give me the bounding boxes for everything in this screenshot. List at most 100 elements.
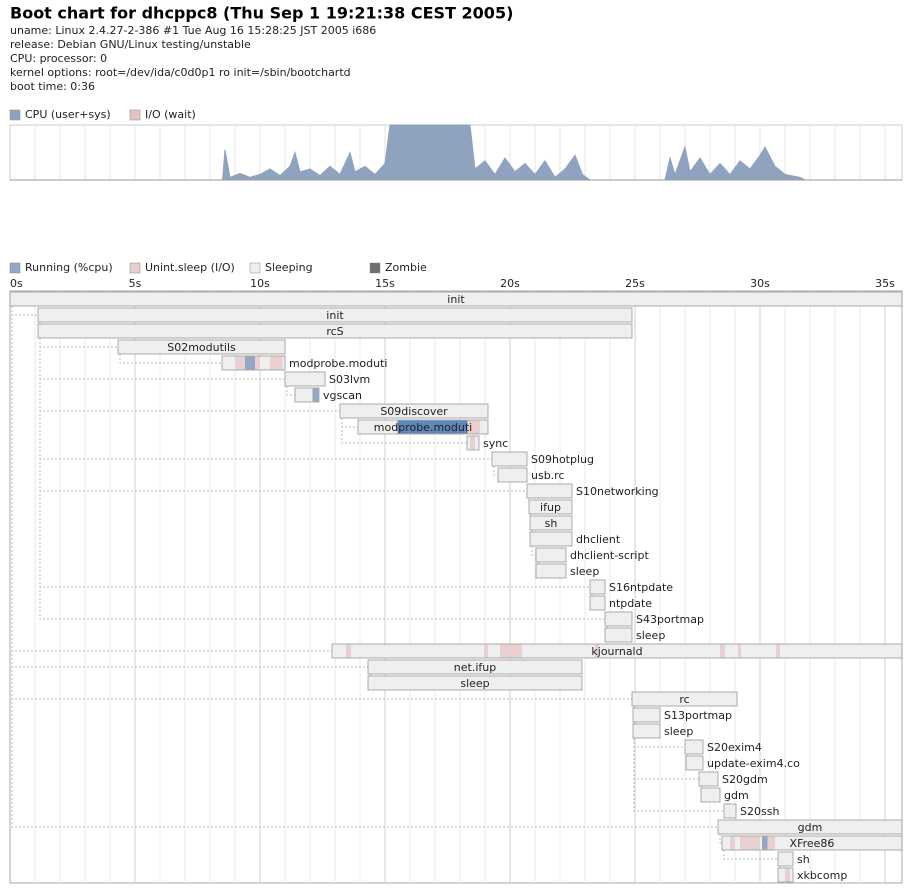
process-bar bbox=[723, 803, 737, 819]
process-bar bbox=[685, 755, 704, 771]
legend-label: Unint.sleep (I/O) bbox=[145, 261, 235, 274]
legend-label: Running (%cpu) bbox=[25, 261, 113, 274]
process-bar bbox=[535, 563, 567, 579]
process-label: sh bbox=[797, 853, 810, 866]
process-label: usb.rc bbox=[531, 469, 565, 482]
info-line: release: Debian GNU/Linux testing/unstab… bbox=[10, 38, 251, 51]
process-bar bbox=[526, 483, 573, 499]
io-segment bbox=[346, 644, 351, 658]
process-bar bbox=[631, 691, 738, 707]
legend-swatch bbox=[129, 262, 141, 274]
process-label: modprobe.moduti bbox=[289, 357, 387, 370]
process-label: dhclient bbox=[576, 533, 621, 546]
process-bar bbox=[37, 323, 633, 339]
io-segment bbox=[776, 644, 780, 658]
process-label: gdm bbox=[798, 821, 823, 834]
io-segment bbox=[235, 356, 245, 370]
process-bar bbox=[37, 307, 633, 323]
process-bar bbox=[604, 627, 633, 643]
running-segment bbox=[397, 420, 468, 434]
process-label: init bbox=[447, 293, 465, 306]
process-bar bbox=[717, 819, 903, 835]
process-bar bbox=[604, 611, 633, 627]
info-line: uname: Linux 2.4.27-2-386 #1 Tue Aug 16 … bbox=[10, 24, 376, 37]
process-label: S09discover bbox=[380, 405, 448, 418]
process-label: modprobe.moduti bbox=[374, 421, 472, 434]
parent-link bbox=[531, 546, 536, 556]
process-label: xkbcomp bbox=[797, 869, 847, 882]
process-bar bbox=[632, 707, 661, 723]
process-label: sleep bbox=[664, 725, 693, 738]
info-line: CPU: processor: 0 bbox=[10, 52, 107, 65]
info-line: kernel options: root=/dev/ida/c0d0p1 ro … bbox=[10, 66, 351, 79]
x-tick-label: 30s bbox=[750, 277, 770, 290]
process-bar bbox=[367, 659, 583, 675]
process-bar bbox=[698, 771, 719, 787]
process-bar bbox=[535, 547, 567, 563]
parent-link bbox=[493, 466, 498, 476]
parent-link bbox=[39, 338, 605, 620]
process-label: S10networking bbox=[576, 485, 659, 498]
process-bar bbox=[339, 403, 489, 419]
process-bar bbox=[684, 739, 704, 755]
x-tick-label: 35s bbox=[875, 277, 895, 290]
process-bar bbox=[491, 451, 528, 467]
io-segment bbox=[500, 644, 522, 658]
process-label: kjournald bbox=[591, 645, 642, 658]
process-label: sync bbox=[483, 437, 508, 450]
process-bar bbox=[367, 675, 583, 691]
info-line: boot time: 0:36 bbox=[10, 80, 95, 93]
io-segment bbox=[740, 836, 760, 850]
process-bar bbox=[9, 291, 903, 307]
io-segment bbox=[270, 356, 283, 370]
legend-label: I/O (wait) bbox=[145, 108, 196, 121]
io-segment bbox=[785, 868, 790, 882]
legend-swatch bbox=[249, 262, 261, 274]
x-tick-label: 10s bbox=[250, 277, 270, 290]
legend-label: Sleeping bbox=[265, 261, 313, 274]
parent-link bbox=[286, 386, 295, 396]
io-segment bbox=[730, 836, 735, 850]
process-label: sleep bbox=[570, 565, 599, 578]
io-segment bbox=[738, 644, 741, 658]
running-segment bbox=[312, 388, 319, 402]
process-label: S13portmap bbox=[664, 709, 732, 722]
process-bar bbox=[589, 595, 606, 611]
io-segment bbox=[484, 644, 488, 658]
legend-swatch bbox=[9, 109, 21, 121]
process-label: ifup bbox=[540, 501, 561, 514]
process-label: vgscan bbox=[323, 389, 362, 402]
io-segment bbox=[767, 836, 775, 850]
parent-link bbox=[341, 418, 467, 444]
x-tick-label: 15s bbox=[375, 277, 395, 290]
parent-link bbox=[719, 834, 722, 844]
legend-swatch bbox=[9, 262, 21, 274]
process-label: S16ntpdate bbox=[609, 581, 673, 594]
io-segment bbox=[595, 644, 599, 658]
process-label: S20ssh bbox=[740, 805, 779, 818]
process-bar bbox=[528, 499, 573, 515]
legend-swatch bbox=[129, 109, 141, 121]
running-segment bbox=[762, 836, 768, 850]
process-bar bbox=[284, 371, 326, 387]
process-bar bbox=[529, 515, 573, 531]
x-tick-label: 5s bbox=[129, 277, 142, 290]
process-label: XFree86 bbox=[790, 837, 835, 850]
parent-link bbox=[119, 354, 222, 364]
page-title: Boot chart for dhcppc8 (Thu Sep 1 19:21:… bbox=[10, 4, 513, 23]
process-label: S09hotplug bbox=[531, 453, 594, 466]
process-bar bbox=[589, 579, 606, 595]
process-label: S20gdm bbox=[722, 773, 768, 786]
legend-label: CPU (user+sys) bbox=[25, 108, 111, 121]
running-segment bbox=[245, 356, 255, 370]
x-tick-label: 0s bbox=[10, 277, 23, 290]
process-label: S03lvm bbox=[329, 373, 370, 386]
parent-link bbox=[633, 706, 724, 812]
process-bar bbox=[529, 531, 573, 547]
process-label: S20exim4 bbox=[707, 741, 762, 754]
process-bar bbox=[777, 851, 794, 867]
process-label: gdm bbox=[724, 789, 749, 802]
io-segment bbox=[470, 436, 475, 450]
process-label: net.ifup bbox=[454, 661, 496, 674]
